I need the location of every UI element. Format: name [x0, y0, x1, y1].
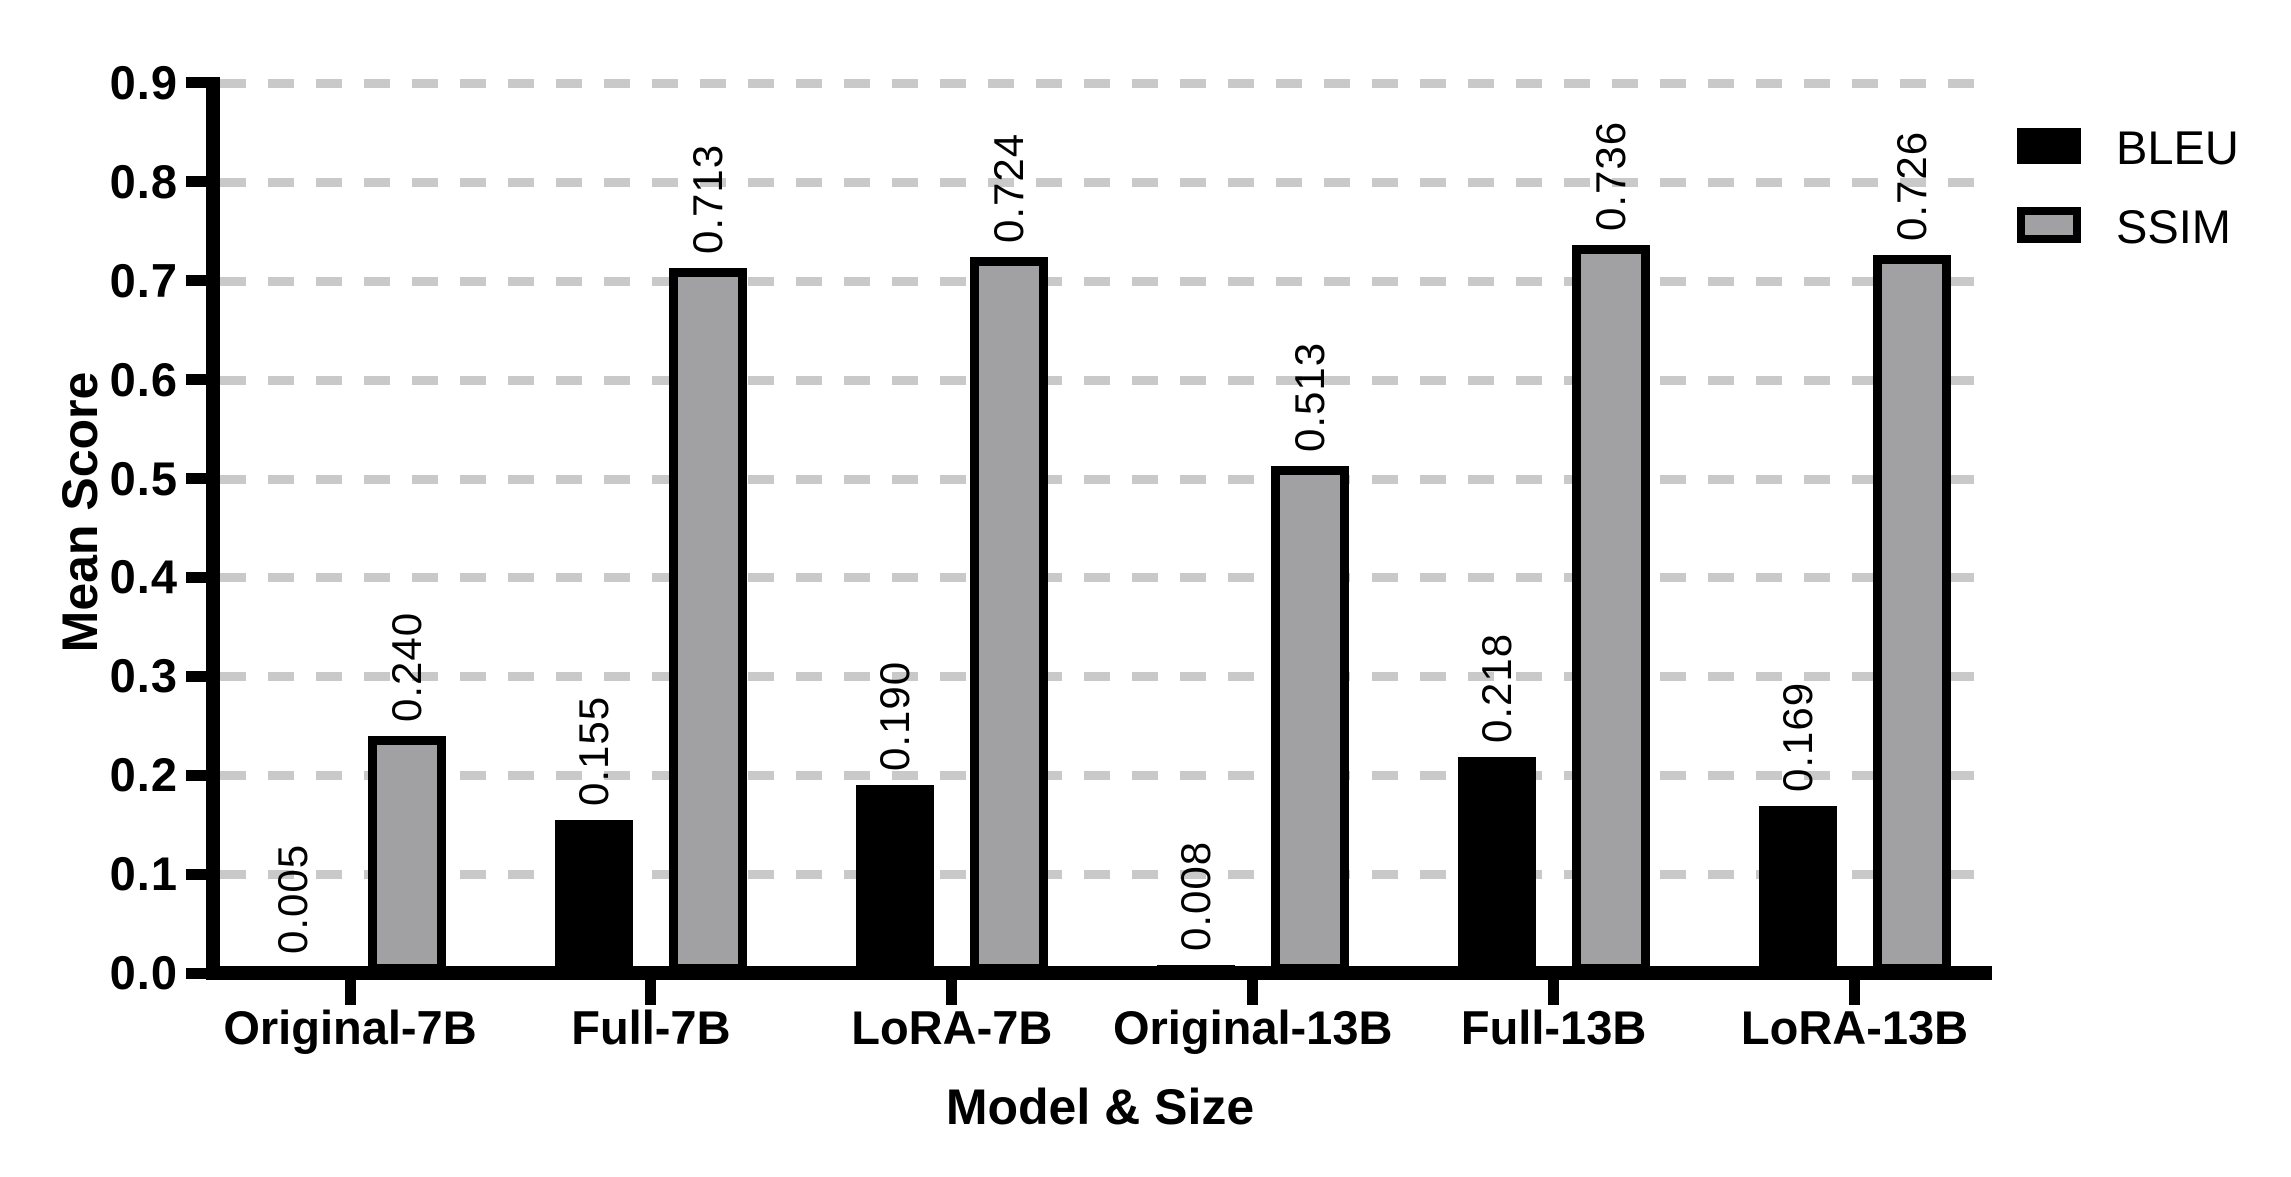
ssim-bar [1872, 254, 1951, 973]
legend-label-ssim: SSIM [2116, 200, 2231, 253]
y-axis-spine [206, 77, 220, 980]
x-category-label: LoRA-7B [851, 1001, 1053, 1054]
ssim-bar [1270, 465, 1349, 973]
bar-value-label: 0.218 [1472, 633, 1520, 744]
y-axis-tick [186, 176, 220, 188]
bar-value-label: 0.155 [569, 695, 617, 806]
y-gridline [220, 771, 1992, 781]
bar-value-label: 0.726 [1887, 130, 1935, 241]
y-axis-tick [186, 275, 220, 287]
bleu-bar [855, 785, 934, 973]
y-gridline [220, 870, 1992, 880]
y-gridline [220, 573, 1992, 583]
bar-value-label: 0.005 [268, 843, 316, 955]
ssim-bar [969, 256, 1048, 973]
y-axis-tick [186, 77, 220, 89]
y-tick-label: 0.4 [109, 550, 178, 604]
y-gridline [220, 177, 1992, 187]
x-category-label: LoRA-13B [1740, 1001, 1969, 1054]
y-axis-tick [186, 967, 220, 979]
x-axis-tick [344, 966, 356, 1005]
bar-value-label: 0.190 [870, 660, 918, 772]
ssim-bar [1571, 245, 1650, 973]
x-axis-tick [645, 966, 657, 1005]
y-axis-title: Mean Score [52, 371, 108, 653]
x-axis-tick [1849, 966, 1860, 1005]
y-axis-tick [186, 769, 220, 781]
y-tick-label: 0.0 [109, 946, 178, 999]
ssim-bar [668, 267, 747, 973]
y-tick-label: 0.1 [109, 847, 178, 901]
x-axis-tick [946, 966, 958, 1005]
y-axis-tick [186, 571, 220, 583]
bar-value-label: 0.713 [683, 143, 731, 254]
y-tick-label: 0.5 [109, 451, 178, 505]
y-tick-label: 0.3 [109, 649, 178, 703]
y-gridline [220, 672, 1992, 682]
y-tick-label: 0.2 [109, 748, 178, 802]
x-category-label: Original-7B [223, 1001, 477, 1054]
bleu-bar [554, 819, 633, 973]
y-tick-label: 0.6 [109, 352, 178, 406]
y-tick-label: 0.8 [109, 154, 178, 208]
y-axis-tick [186, 670, 220, 682]
y-gridline [220, 276, 1992, 286]
x-axis-tick [1247, 966, 1259, 1005]
x-axis-title: Model & Size [945, 1079, 1255, 1135]
y-axis-tick [186, 868, 220, 880]
bar-value-label: 0.169 [1773, 681, 1821, 792]
y-gridline [220, 474, 1992, 484]
legend-swatch-bleu [2017, 128, 2081, 164]
legend-swatch-ssim [2017, 207, 2081, 243]
x-axis-tick [1548, 966, 1560, 1005]
bar-value-label: 0.736 [1586, 120, 1634, 232]
x-category-label: Full-13B [1460, 1001, 1647, 1054]
y-gridline [220, 375, 1992, 385]
x-category-label: Original-13B [1112, 1001, 1393, 1054]
bar-value-label: 0.240 [382, 611, 430, 722]
bar-value-label: 0.008 [1171, 840, 1219, 952]
y-gridline [220, 78, 1992, 88]
x-category-label: Full-7B [571, 1001, 731, 1054]
y-tick-label: 0.9 [109, 55, 178, 109]
bar-value-label: 0.513 [1285, 341, 1333, 452]
bleu-bar [1457, 757, 1536, 973]
bleu-bar [1758, 805, 1837, 973]
bar-value-label: 0.724 [984, 132, 1032, 243]
y-tick-label: 0.7 [109, 253, 178, 307]
legend-label-bleu: BLEU [2116, 121, 2239, 174]
y-axis-tick [186, 374, 220, 386]
y-axis-tick [186, 473, 220, 484]
x-axis-line [206, 966, 1992, 980]
ssim-bar [368, 735, 446, 973]
